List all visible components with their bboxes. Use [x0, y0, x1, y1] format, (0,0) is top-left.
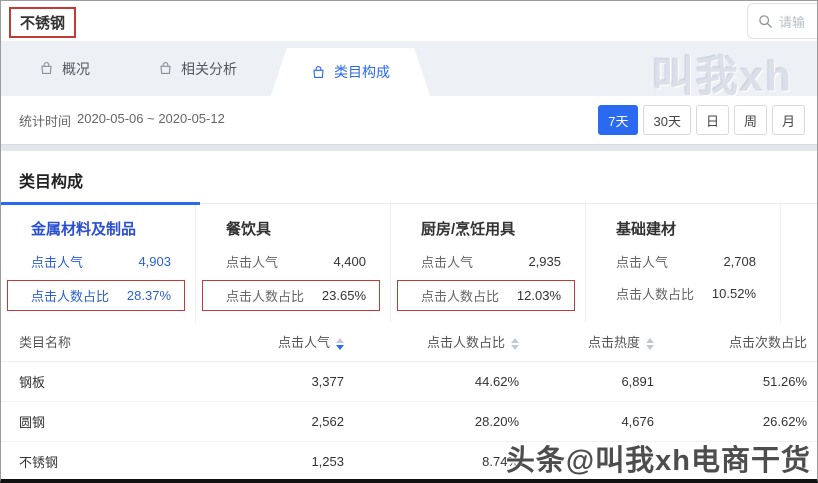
cell-click-count-ratio: 26.62% — [666, 401, 817, 442]
metric-row: 点击人气 2,708 — [616, 252, 756, 271]
card-title: 金属材料及制品 — [31, 221, 137, 238]
metric-row: 点击人气 2,935 — [421, 252, 561, 271]
metric-row-highlighted: 点击人数占比 12.03% — [397, 280, 575, 311]
bag-icon — [311, 65, 326, 80]
card-title: 基础建材 — [616, 221, 677, 238]
cell-click-popularity: 1,253 — [261, 441, 356, 479]
sort-caret-down-icon — [646, 344, 654, 350]
range-7d-button[interactable]: 7天 — [598, 105, 639, 135]
metric-row: 点击人数占比 10.52% — [616, 284, 756, 303]
metric-row-highlighted: 点击人数占比 23.65% — [202, 280, 380, 311]
tab-overview[interactable]: 概况 — [5, 41, 124, 96]
tab-label: 概况 — [62, 60, 90, 77]
column-header-click-people-ratio[interactable]: 点击人数占比 — [356, 323, 531, 362]
stats-time: 统计时间 2020-05-06 ~ 2020-05-12 — [19, 111, 225, 130]
range-day-button[interactable]: 日 — [695, 105, 729, 135]
metric-value: 2,708 — [723, 254, 756, 269]
search-placeholder: 请输 — [779, 14, 806, 30]
column-header-click-heat[interactable]: 点击热度 — [531, 323, 666, 362]
metric-label: 点击人数占比 — [616, 287, 695, 302]
stats-time-label: 统计时间 — [19, 113, 72, 129]
keyword-highlight-box[interactable]: 不锈钢 — [9, 6, 77, 38]
category-card-metal-materials[interactable]: 金属材料及制品 点击人气 4,903 点击人数占比 28.37% — [1, 202, 200, 323]
column-header-category-name: 类目名称 — [1, 323, 261, 362]
category-card-basic-building-materials[interactable]: 基础建材 点击人气 2,708 点击人数占比 10.52% — [586, 204, 781, 323]
metric-value: 4,903 — [138, 254, 171, 269]
metric-value: 2,935 — [528, 254, 561, 269]
metric-value: 12.03% — [516, 288, 561, 303]
column-header-click-count-ratio: 点击次数占比 — [666, 323, 817, 362]
sort-caret-up-icon — [336, 337, 344, 343]
metric-value: 28.37% — [126, 288, 171, 303]
range-week-button[interactable]: 周 — [733, 105, 767, 135]
sort-caret-down-icon — [511, 344, 519, 350]
category-cards: 金属材料及制品 点击人气 4,903 点击人数占比 28.37% 餐饮具 点击人… — [1, 202, 817, 323]
metric-label: 点击人气 — [226, 255, 279, 270]
cell-click-popularity: 3,377 — [261, 361, 356, 402]
cell-click-popularity: 2,562 — [261, 401, 356, 442]
sort-caret-up-icon — [646, 337, 654, 343]
tab-related-analysis[interactable]: 相关分析 — [124, 41, 271, 96]
metric-row: 点击人气 4,903 — [31, 252, 171, 271]
cell-click-heat: 4,676 — [531, 401, 666, 442]
search-icon — [758, 14, 773, 29]
metric-label: 点击人数占比 — [31, 289, 110, 304]
search-input[interactable]: 请输 — [747, 3, 817, 39]
bag-icon — [158, 61, 173, 76]
cell-click-heat: 6,891 — [531, 361, 666, 402]
range-month-button[interactable]: 月 — [771, 105, 805, 135]
sort-icon — [646, 337, 654, 350]
metric-label: 点击人数占比 — [421, 289, 500, 304]
category-table: 类目名称 点击人气 点击人数占比 点击热度 点击次数占比 钢板 3,377 44… — [1, 323, 817, 479]
sort-icon — [511, 337, 519, 350]
metric-row-highlighted: 点击人数占比 28.37% — [7, 280, 185, 311]
cell-click-people-ratio: 28.20% — [356, 401, 531, 442]
date-range-buttons: 7天 30天 日 周 月 — [598, 105, 805, 135]
range-30d-button[interactable]: 30天 — [643, 105, 691, 135]
table-row[interactable]: 钢板 3,377 44.62% 6,891 51.26% — [1, 361, 817, 402]
sort-caret-up-icon — [511, 337, 519, 343]
metric-value: 23.65% — [321, 288, 366, 303]
table-header-row: 类目名称 点击人气 点击人数占比 点击热度 点击次数占比 — [1, 323, 817, 362]
cell-category-name: 钢板 — [1, 361, 261, 402]
stats-time-range: 2020-05-06 ~ 2020-05-12 — [77, 110, 225, 126]
metric-label: 点击人气 — [421, 255, 474, 270]
table-row[interactable]: 不锈钢 1,253 8.74% — [1, 441, 817, 479]
metric-value: 10.52% — [711, 286, 756, 301]
tab-category-composition[interactable]: 类目构成 — [271, 48, 430, 96]
section-divider — [1, 144, 817, 151]
cell-click-count-ratio: 51.26% — [666, 361, 817, 402]
metric-value: 4,400 — [333, 254, 366, 269]
category-card-kitchen-cooking[interactable]: 厨房/烹饪用具 点击人气 2,935 点击人数占比 12.03% — [391, 204, 586, 323]
column-header-click-popularity[interactable]: 点击人气 — [261, 323, 356, 362]
card-title: 厨房/烹饪用具 — [421, 221, 516, 238]
header: 不锈钢 请输 — [1, 1, 817, 41]
metric-row: 点击人气 4,400 — [226, 252, 366, 271]
table-row[interactable]: 圆钢 2,562 28.20% 4,676 26.62% — [1, 401, 817, 442]
metric-label: 点击人数占比 — [226, 289, 305, 304]
metric-label: 点击人气 — [616, 255, 669, 270]
metric-label: 点击人气 — [31, 255, 84, 270]
tab-label: 类目构成 — [334, 64, 390, 80]
category-composition-panel: 类目构成 金属材料及制品 点击人气 4,903 点击人数占比 28.37% 餐饮… — [1, 168, 817, 479]
sort-icon — [336, 337, 344, 350]
tab-bar: 概况 相关分析 类目构成 叫我xh — [1, 41, 817, 100]
panel-title: 类目构成 — [19, 174, 84, 191]
watermark-top: 叫我xh — [651, 53, 793, 100]
cell-click-count-ratio — [666, 441, 817, 479]
card-title: 餐饮具 — [226, 221, 272, 238]
cell-click-people-ratio: 44.62% — [356, 361, 531, 402]
cell-category-name: 不锈钢 — [1, 441, 261, 479]
cell-click-people-ratio: 8.74% — [356, 441, 531, 479]
bag-icon — [39, 61, 54, 76]
cell-category-name: 圆钢 — [1, 401, 261, 442]
sort-caret-down-icon — [336, 344, 344, 350]
toolbar: 统计时间 2020-05-06 ~ 2020-05-12 7天 30天 日 周 … — [1, 96, 817, 144]
tab-label: 相关分析 — [181, 60, 237, 77]
category-card-tableware[interactable]: 餐饮具 点击人气 4,400 点击人数占比 23.65% — [196, 204, 391, 323]
cell-click-heat — [531, 441, 666, 479]
